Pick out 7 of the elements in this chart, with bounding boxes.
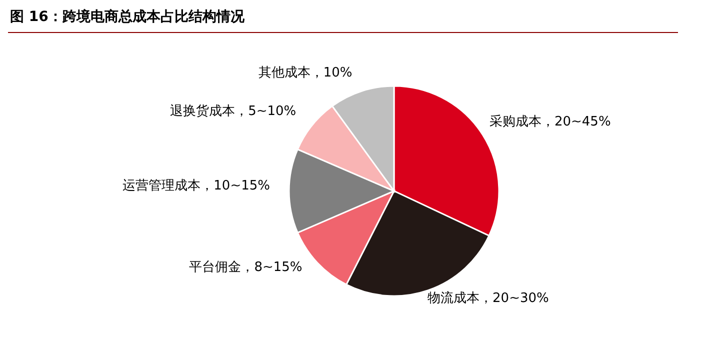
slice-label: 采购成本，20~45% <box>489 114 611 130</box>
slice-label: 退换货成本，5~10% <box>170 104 296 120</box>
slice-label: 物流成本，20~30% <box>428 290 549 306</box>
slice-label: 平台佣金，8~15% <box>189 260 302 275</box>
chart-title: 图 16：跨境电商总成本占比结构情况 <box>10 8 244 26</box>
slice-label: 运营管理成本，10~15% <box>122 178 270 194</box>
slice-label: 其他成本，10% <box>258 65 352 80</box>
